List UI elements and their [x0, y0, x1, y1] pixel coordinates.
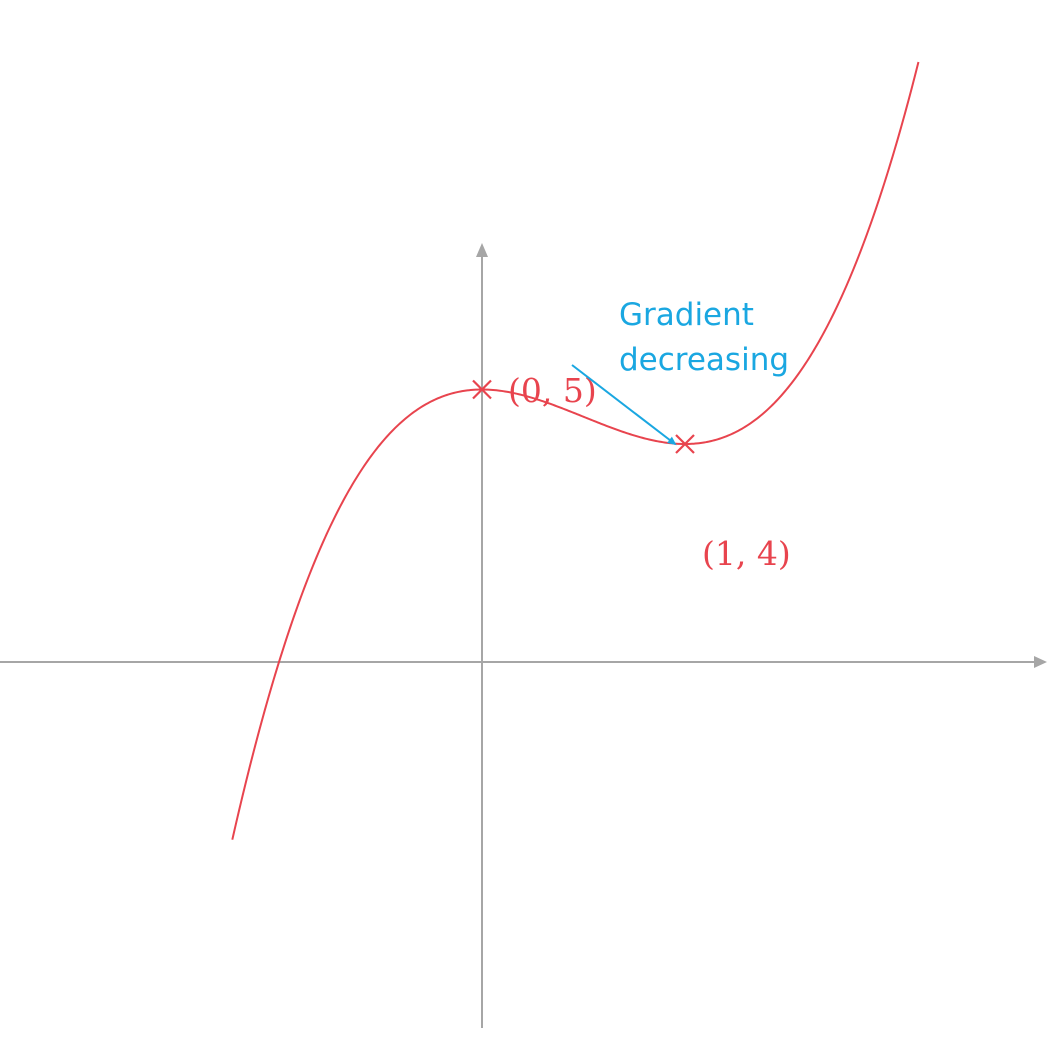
point-marker-0-5 — [472, 379, 492, 400]
stationary-point-min: (1, 4) — [675, 434, 791, 573]
stationary-point-max: (0, 5) — [472, 371, 597, 410]
axes — [0, 243, 1047, 1028]
cubic-curve — [231, 61, 920, 840]
point-label-1-4: (1, 4) — [702, 534, 791, 573]
annotation-line-1: Gradient — [619, 297, 754, 333]
y-axis-arrowhead — [476, 243, 488, 257]
point-marker-1-4 — [675, 434, 695, 454]
gradient-annotation: Gradient decreasing — [571, 297, 789, 446]
annotation-line-2: decreasing — [619, 342, 789, 378]
x-axis-arrowhead — [1034, 656, 1047, 668]
gradient-arrow — [571, 364, 677, 446]
point-label-0-5: (0, 5) — [508, 371, 597, 410]
